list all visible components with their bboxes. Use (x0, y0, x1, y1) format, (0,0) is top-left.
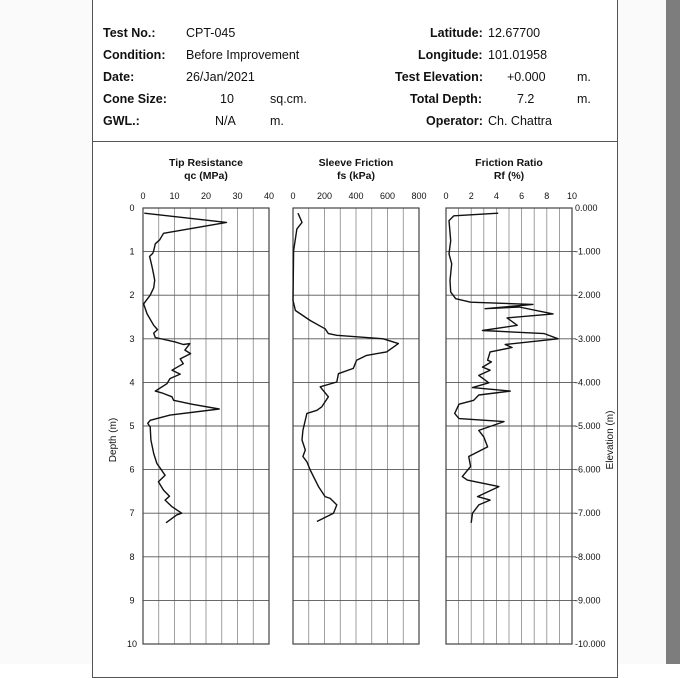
x-tick-label: 40 (264, 191, 274, 201)
depth-tick-label: 8 (129, 552, 134, 562)
longitude-value: 101.01958 (488, 48, 548, 62)
elevation-tick-label: -6.000 (575, 465, 601, 475)
chart-title: Tip Resistance (169, 157, 243, 169)
elevation-tick-label: -2.000 (575, 290, 601, 300)
total-depth-label: Total Depth: (410, 92, 482, 106)
x-tick-label: 0 (140, 191, 145, 201)
x-tick-label: 2 (469, 191, 474, 201)
latitude-value: 12.67700 (488, 26, 541, 40)
x-tick-label: 6 (519, 191, 524, 201)
condition-label: Condition: (103, 48, 166, 62)
longitude-label: Longitude: (418, 48, 483, 62)
depth-tick-label: 10 (127, 639, 137, 649)
depth-axis-label: Depth (m) (108, 418, 119, 462)
gwl-label: GWL.: (103, 114, 140, 128)
test-elevation-unit: m. (577, 70, 591, 84)
elevation-tick-label: -4.000 (575, 377, 601, 387)
x-tick-label: 20 (201, 191, 211, 201)
elevation-tick-label: -1.000 (575, 247, 601, 257)
elevation-tick-label: -9.000 (575, 595, 601, 605)
gwl-unit: m. (270, 114, 284, 128)
x-tick-label: 800 (411, 191, 426, 201)
x-tick-label: 600 (380, 191, 395, 201)
test-no-label: Test No.: (103, 26, 156, 40)
chart-title: Friction Ratio (475, 157, 543, 169)
depth-tick-label: 3 (129, 334, 134, 344)
elevation-tick-label: -5.000 (575, 421, 601, 431)
test-no-value: CPT-045 (186, 26, 236, 40)
depth-tick-label: 7 (129, 508, 134, 518)
x-tick-label: 0 (290, 191, 295, 201)
chart-title: Sleeve Friction (319, 157, 394, 169)
depth-tick-label: 0 (129, 203, 134, 213)
x-tick-label: 10 (567, 191, 577, 201)
elevation-tick-label: 0.000 (575, 203, 598, 213)
depth-tick-label: 1 (129, 247, 134, 257)
test-elevation-label: Test Elevation: (395, 70, 483, 84)
plot-area-border (445, 207, 573, 645)
date-value: 26/Jan/2021 (186, 70, 255, 84)
data-series-line (142, 212, 228, 524)
x-tick-label: 30 (232, 191, 242, 201)
total-depth-value: 7.2 (517, 92, 535, 106)
header-divider (92, 141, 618, 142)
chart-unit-label: Rf (%) (494, 170, 524, 182)
x-tick-label: 200 (317, 191, 332, 201)
chart-unit-label: qc (MPa) (184, 170, 228, 182)
depth-tick-label: 2 (129, 290, 134, 300)
data-series-line (448, 212, 559, 523)
date-label: Date: (103, 70, 135, 84)
plot-area-border (292, 207, 420, 645)
elevation-tick-label: -10.000 (575, 639, 606, 649)
cone-size-unit: sq.cm. (270, 92, 307, 106)
condition-value: Before Improvement (186, 48, 300, 62)
depth-tick-label: 5 (129, 421, 134, 431)
data-series-line (292, 212, 400, 523)
elevation-tick-label: -8.000 (575, 552, 601, 562)
latitude-label: Latitude: (430, 26, 483, 40)
chart-unit-label: fs (kPa) (337, 170, 375, 182)
gwl-value: N/A (215, 114, 236, 128)
operator-label: Operator: (426, 114, 483, 128)
x-tick-label: 400 (348, 191, 363, 201)
elevation-tick-label: -7.000 (575, 508, 601, 518)
cone-size-value: 10 (220, 92, 234, 106)
depth-tick-label: 6 (129, 465, 134, 475)
x-tick-label: 0 (443, 191, 448, 201)
x-tick-label: 4 (494, 191, 499, 201)
depth-tick-label: 9 (129, 595, 134, 605)
elevation-axis-label: Elevation (m) (605, 411, 616, 470)
viewer-scrollbar[interactable] (666, 0, 680, 664)
x-tick-label: 8 (544, 191, 549, 201)
cone-size-label: Cone Size: (103, 92, 167, 106)
test-elevation-value: +0.000 (507, 70, 546, 84)
operator-value: Ch. Chattra (488, 114, 552, 128)
depth-tick-label: 4 (129, 377, 134, 387)
x-tick-label: 10 (169, 191, 179, 201)
plot-area-border (142, 207, 270, 645)
total-depth-unit: m. (577, 92, 591, 106)
elevation-tick-label: -3.000 (575, 334, 601, 344)
